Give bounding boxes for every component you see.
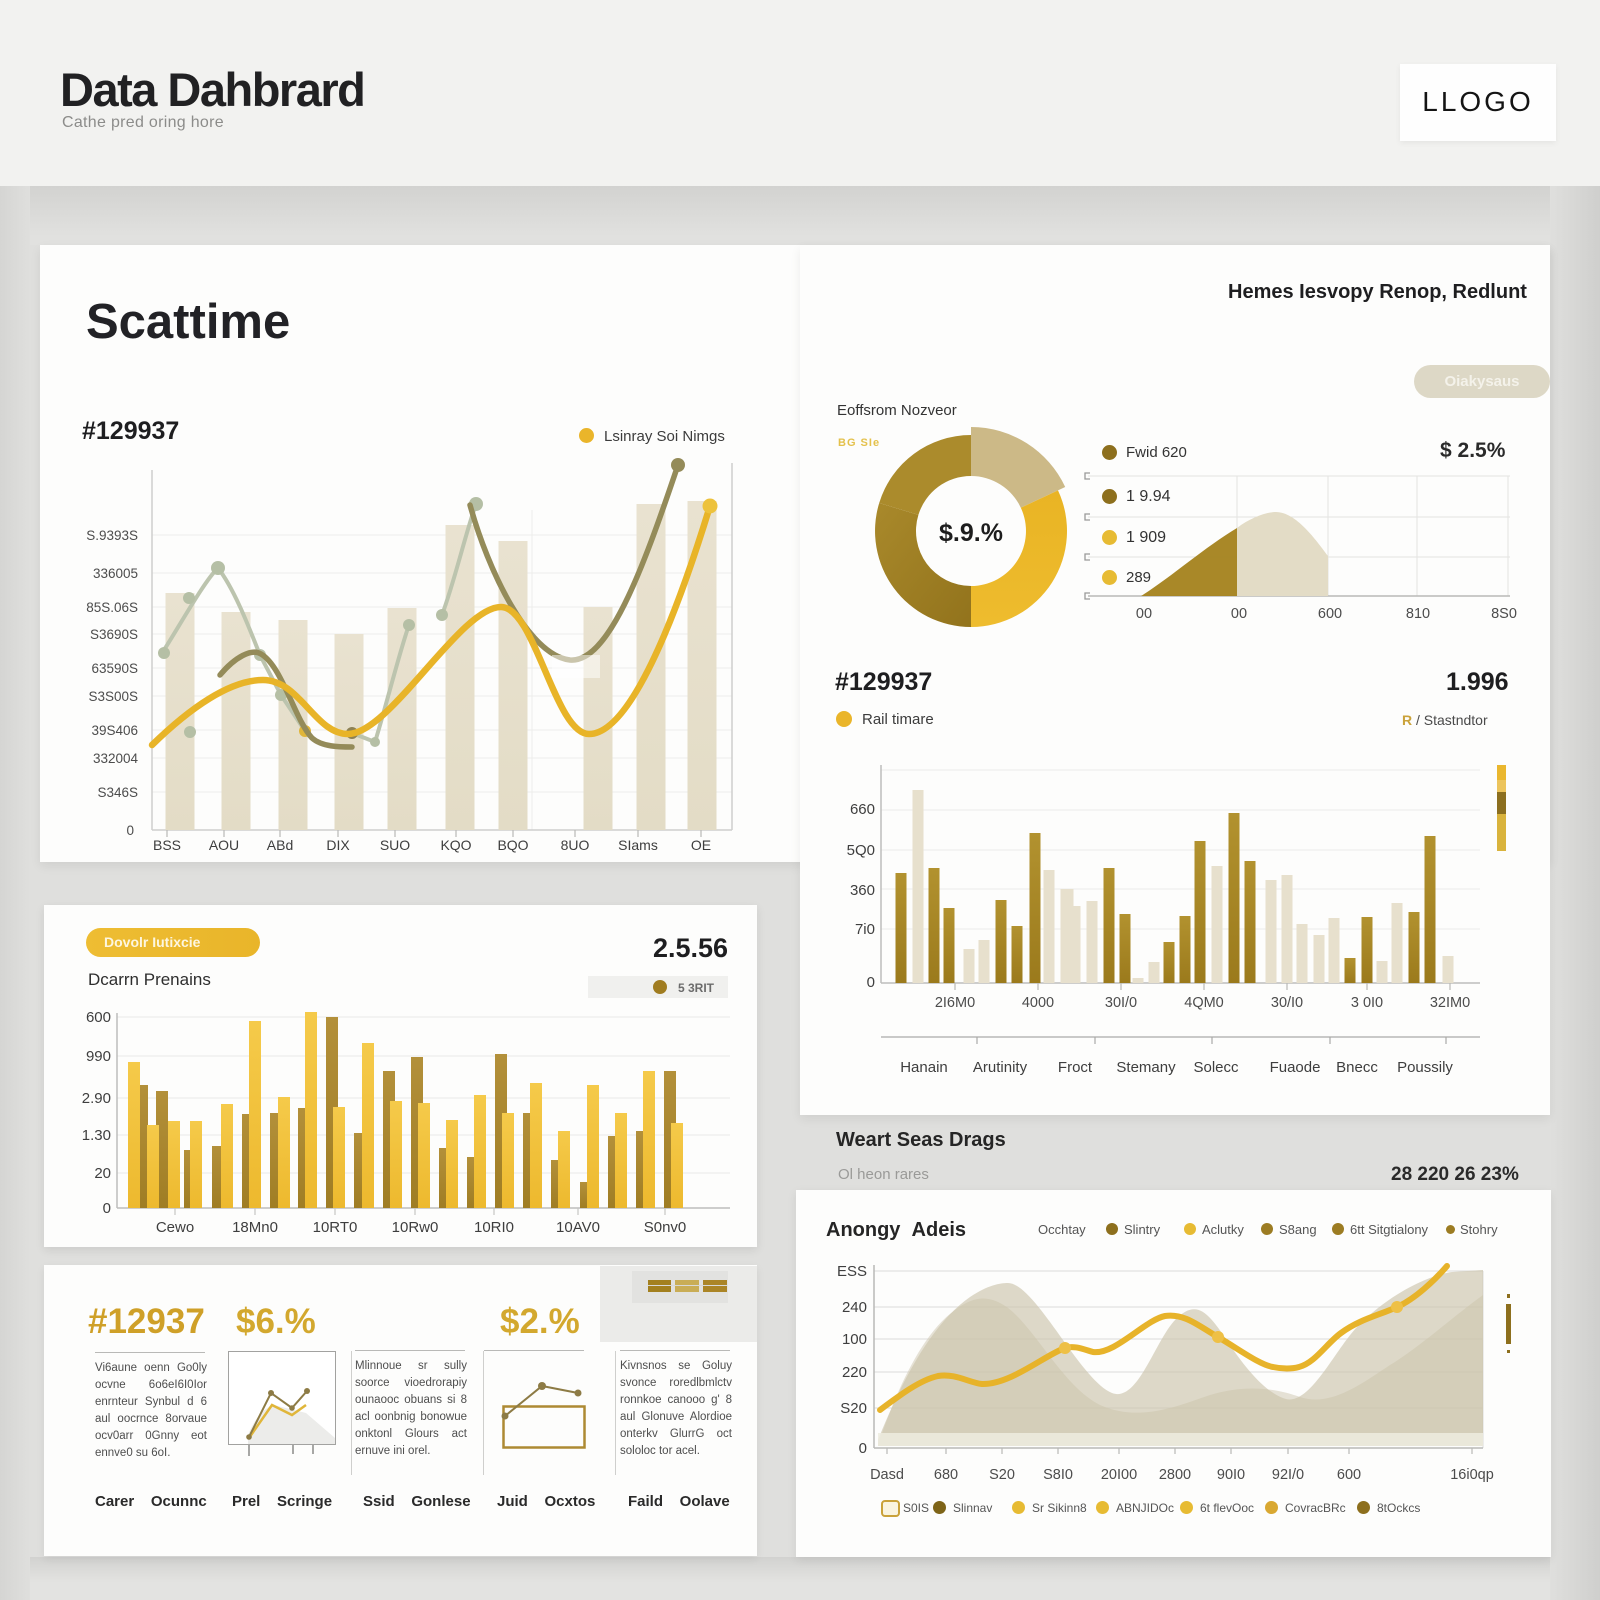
svg-text:20I00: 20I00 [1101, 1467, 1137, 1483]
svg-text:S20: S20 [840, 1400, 867, 1417]
svg-text:7i0: 7i0 [855, 921, 875, 938]
svg-text:S3690S: S3690S [90, 627, 138, 642]
svg-text:360: 360 [850, 882, 875, 899]
svg-text:10RI0: 10RI0 [474, 1219, 514, 1236]
svg-text:0: 0 [867, 974, 875, 991]
svg-text:S346S: S346S [97, 785, 138, 800]
svg-text:DIX: DIX [326, 837, 350, 853]
svg-text:600: 600 [86, 1009, 111, 1026]
svg-text:2.90: 2.90 [82, 1090, 111, 1107]
svg-text:Arutinity: Arutinity [973, 1059, 1028, 1076]
svg-text:1.30: 1.30 [82, 1127, 111, 1144]
svg-text:00: 00 [1231, 606, 1247, 622]
svg-text:4000: 4000 [1022, 995, 1054, 1011]
svg-text:32IM0: 32IM0 [1430, 995, 1470, 1011]
svg-text:00: 00 [1136, 606, 1152, 622]
svg-text:8S0: 8S0 [1491, 606, 1517, 622]
svg-text:S20: S20 [989, 1467, 1015, 1483]
svg-text:10AV0: 10AV0 [556, 1219, 600, 1236]
svg-text:0: 0 [103, 1200, 111, 1217]
svg-text:Dasd: Dasd [870, 1467, 904, 1483]
svg-text:$.9.%: $.9.% [939, 519, 1003, 547]
svg-text:85S.06S: 85S.06S [86, 600, 138, 615]
svg-text:S8I0: S8I0 [1043, 1467, 1073, 1483]
svg-text:100: 100 [842, 1331, 867, 1348]
svg-text:Froct: Froct [1058, 1059, 1093, 1076]
svg-text:0: 0 [126, 823, 134, 838]
svg-text:680: 680 [934, 1467, 958, 1483]
svg-text:20: 20 [94, 1165, 111, 1182]
svg-text:OE: OE [691, 837, 711, 853]
svg-text:S.9393S: S.9393S [86, 528, 138, 543]
svg-text:BSS: BSS [153, 837, 181, 853]
svg-text:SUO: SUO [380, 837, 410, 853]
svg-text:0: 0 [859, 1440, 867, 1457]
svg-text:KQO: KQO [440, 837, 471, 853]
svg-text:990: 990 [86, 1048, 111, 1065]
svg-text:5Q0: 5Q0 [847, 842, 875, 859]
svg-text:SIams: SIams [618, 837, 658, 853]
svg-text:BQO: BQO [497, 837, 528, 853]
svg-text:240: 240 [842, 1299, 867, 1316]
svg-text:2I6M0: 2I6M0 [935, 995, 975, 1011]
svg-text:ABd: ABd [267, 837, 293, 853]
svg-text:30/I0: 30/I0 [1271, 995, 1303, 1011]
svg-text:Cewo: Cewo [156, 1219, 194, 1236]
svg-text:63590S: 63590S [91, 661, 138, 676]
svg-text:10RT0: 10RT0 [313, 1219, 358, 1236]
svg-text:10Rw0: 10Rw0 [392, 1219, 439, 1236]
svg-text:S0nv0: S0nv0 [644, 1219, 687, 1236]
svg-text:Poussily: Poussily [1397, 1059, 1453, 1076]
svg-text:AOU: AOU [209, 837, 239, 853]
svg-text:220: 220 [842, 1364, 867, 1381]
svg-text:4QM0: 4QM0 [1184, 995, 1224, 1011]
svg-text:92I/0: 92I/0 [1272, 1467, 1304, 1483]
svg-text:600: 600 [1318, 606, 1342, 622]
svg-text:39S406: 39S406 [91, 723, 138, 738]
svg-text:Solecc: Solecc [1193, 1059, 1239, 1076]
svg-text:660: 660 [850, 801, 875, 818]
svg-text:8UO: 8UO [561, 837, 590, 853]
svg-text:Fuaode: Fuaode [1270, 1059, 1321, 1076]
svg-text:ESS: ESS [837, 1263, 867, 1280]
svg-text:3 0I0: 3 0I0 [1351, 995, 1383, 1011]
svg-text:Stemany: Stemany [1116, 1059, 1176, 1076]
svg-text:Hanain: Hanain [900, 1059, 948, 1076]
svg-text:810: 810 [1406, 606, 1430, 622]
svg-text:90I0: 90I0 [1217, 1467, 1245, 1483]
svg-text:336005: 336005 [93, 566, 138, 581]
svg-text:332004: 332004 [93, 751, 139, 766]
svg-text:18Mn0: 18Mn0 [232, 1219, 278, 1236]
svg-text:S3S00S: S3S00S [88, 689, 138, 704]
svg-text:2800: 2800 [1159, 1467, 1191, 1483]
svg-text:30I/0: 30I/0 [1105, 995, 1137, 1011]
svg-text:600: 600 [1337, 1467, 1361, 1483]
svg-text:16i0qp: 16i0qp [1450, 1467, 1494, 1483]
svg-text:Bnecc: Bnecc [1336, 1059, 1378, 1076]
